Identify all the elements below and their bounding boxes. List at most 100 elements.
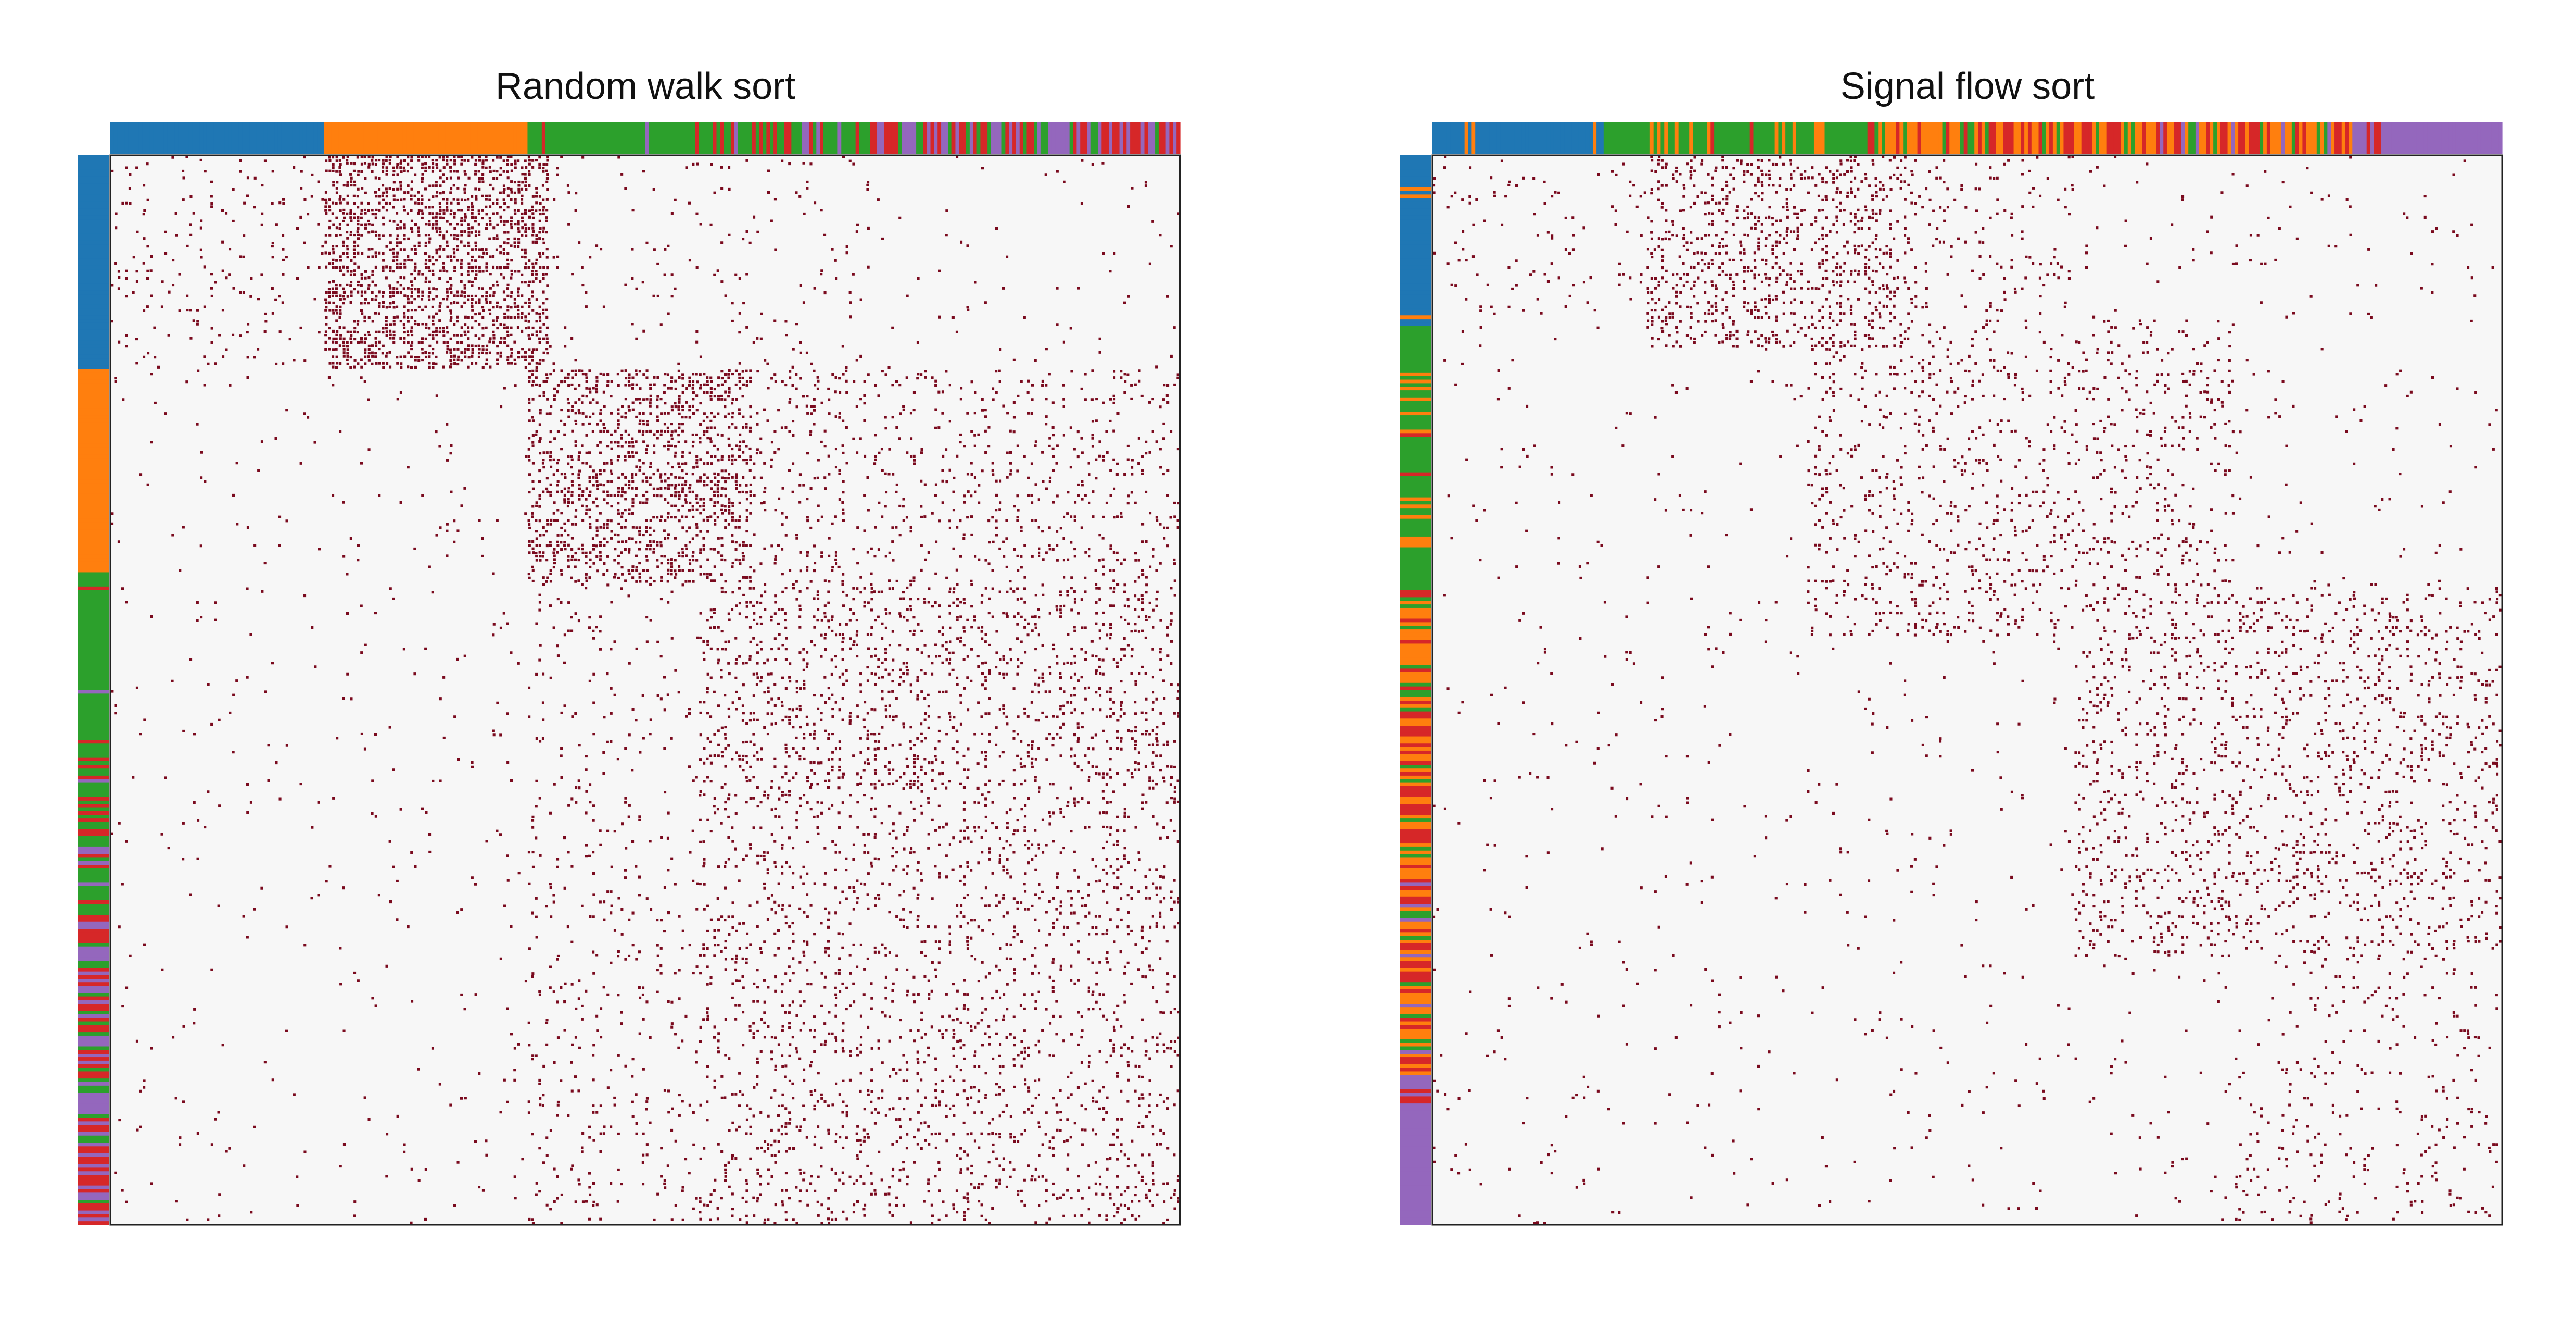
- column-group-cell: [1728, 122, 1732, 154]
- column-group-cell: [1126, 122, 1131, 154]
- column-group-cell: [2320, 122, 2325, 154]
- column-group-cell: [2003, 122, 2007, 154]
- column-group-cell: [171, 122, 175, 154]
- row-group-cell: [78, 782, 109, 787]
- row-group-cell: [78, 258, 109, 263]
- column-group-cell: [1693, 122, 1697, 154]
- column-group-cell: [552, 122, 556, 154]
- row-group-cell: [1400, 590, 1431, 594]
- row-group-cell: [78, 797, 109, 801]
- column-group-cell: [1059, 122, 1063, 154]
- row-group-cell: [78, 793, 109, 797]
- row-group-cell: [78, 1004, 109, 1008]
- row-group-cell: [78, 251, 109, 256]
- row-group-cell: [1400, 1025, 1431, 1029]
- column-group-cell: [1443, 122, 1447, 154]
- column-group-cell: [1094, 122, 1099, 154]
- column-group-cell: [424, 122, 428, 154]
- column-group-cell: [456, 122, 460, 154]
- column-group-cell: [363, 122, 367, 154]
- column-group-cell: [231, 122, 236, 154]
- row-group-cell: [1400, 404, 1431, 409]
- row-group-cell: [1400, 483, 1431, 487]
- column-group-cell: [674, 122, 678, 154]
- row-group-cell: [78, 287, 109, 291]
- row-group-cell: [78, 351, 109, 356]
- row-group-cell: [1400, 191, 1431, 195]
- column-group-cell: [1528, 122, 1533, 154]
- row-group-cell: [78, 376, 109, 380]
- column-group-cell: [2152, 122, 2157, 154]
- row-group-cell: [1400, 415, 1431, 420]
- column-group-cell: [1468, 122, 1472, 154]
- column-group-cell: [1525, 122, 1529, 154]
- row-group-cell: [1400, 879, 1431, 883]
- row-group-cell: [78, 429, 109, 434]
- column-group-cell: [1860, 122, 1864, 154]
- row-group-cell: [78, 412, 109, 416]
- chart-title: Random walk sort: [495, 66, 796, 107]
- column-group-cell: [1105, 122, 1109, 154]
- row-group-cell: [1400, 551, 1431, 555]
- row-group-cell: [78, 333, 109, 337]
- column-group-cell: [2156, 122, 2160, 154]
- row-group-cell: [1400, 1160, 1431, 1165]
- row-group-cell: [78, 811, 109, 815]
- column-group-cell: [292, 122, 296, 154]
- column-group-cell: [1446, 122, 1451, 154]
- row-group-cell: [78, 857, 109, 861]
- row-group-cell: [78, 265, 109, 270]
- row-group-cell: [1400, 911, 1431, 915]
- column-group-cell: [588, 122, 592, 154]
- column-group-cell: [2423, 122, 2428, 154]
- column-group-cell: [1115, 122, 1120, 154]
- row-group-cell: [78, 611, 109, 616]
- row-group-cell: [78, 1128, 109, 1133]
- row-group-cell: [1400, 954, 1431, 958]
- column-group-cell: [1461, 122, 1465, 154]
- column-group-cell: [1735, 122, 1740, 154]
- column-group-cell: [2448, 122, 2453, 154]
- column-group-cell: [1454, 122, 1458, 154]
- row-group-cell: [78, 911, 109, 915]
- row-group-cell: [1400, 729, 1431, 733]
- column-group-cell: [1782, 122, 1786, 154]
- column-group-cell: [1500, 122, 1504, 154]
- column-group-cell: [688, 122, 692, 154]
- column-group-cell: [1721, 122, 1725, 154]
- column-group-cell: [1785, 122, 1790, 154]
- column-group-cell: [905, 122, 909, 154]
- column-group-cell: [2185, 122, 2189, 154]
- row-group-cell: [78, 226, 109, 231]
- column-group-cell: [2117, 122, 2121, 154]
- row-group-cell: [1400, 932, 1431, 936]
- row-group-cell: [1400, 487, 1431, 491]
- column-group-cell: [1109, 122, 1113, 154]
- column-group-cell: [1849, 122, 1854, 154]
- row-group-cell: [1400, 996, 1431, 1001]
- column-group-cell: [1073, 122, 1077, 154]
- column-group-cell: [1935, 122, 1939, 154]
- column-group-cell: [2441, 122, 2445, 154]
- column-group-cell: [2455, 122, 2460, 154]
- column-group-cell: [1838, 122, 1843, 154]
- column-group-cell: [1974, 122, 1978, 154]
- row-group-cell: [78, 1203, 109, 1208]
- column-group-cell: [699, 122, 703, 154]
- column-group-cell: [1828, 122, 1832, 154]
- row-group-cell: [1400, 1182, 1431, 1186]
- heatmap-panel-signal-flow: Signal flow sort: [1322, 0, 2519, 1320]
- row-group-cell: [1400, 443, 1431, 448]
- row-group-cell: [78, 882, 109, 886]
- row-group-cell: [78, 493, 109, 498]
- column-group-cell: [2124, 122, 2128, 154]
- column-group-cell: [927, 122, 931, 154]
- column-group-cell: [327, 122, 332, 154]
- row-group-cell: [1400, 946, 1431, 951]
- column-group-cell: [1101, 122, 1106, 154]
- column-group-cell: [1992, 122, 1996, 154]
- column-group-cell: [324, 122, 328, 154]
- column-group-cell: [1486, 122, 1490, 154]
- heatmap-svg: [78, 122, 1181, 1226]
- column-group-cell: [959, 122, 963, 154]
